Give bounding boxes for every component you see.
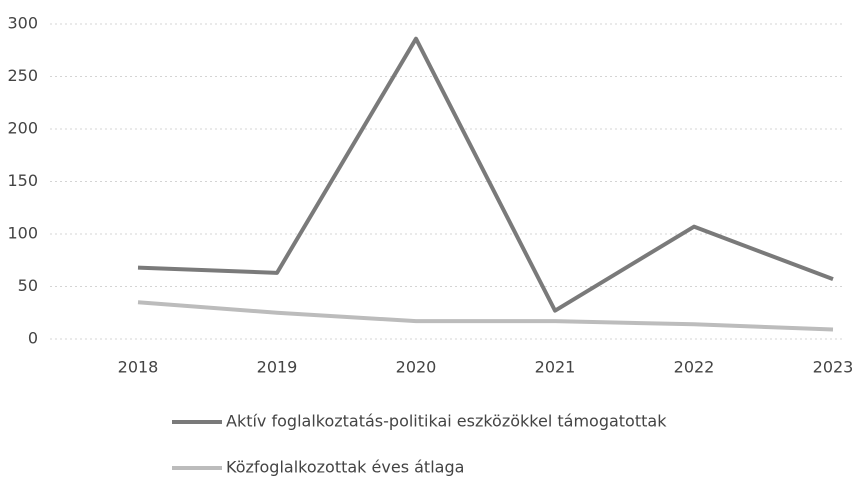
x-tick-label: 2020 <box>396 358 437 377</box>
x-tick-label: 2018 <box>118 358 159 377</box>
x-tick-label: 2019 <box>257 358 298 377</box>
y-tick-label: 150 <box>7 171 38 190</box>
x-tick-label: 2021 <box>535 358 576 377</box>
series-line <box>137 36 834 313</box>
legend-label: Közfoglalkozottak éves átlaga <box>226 458 464 477</box>
y-tick-label: 250 <box>7 66 38 85</box>
x-tick-label: 2022 <box>674 358 715 377</box>
y-tick-label: 100 <box>7 224 38 243</box>
y-tick-label: 0 <box>28 329 38 348</box>
y-tick-label: 200 <box>7 119 38 138</box>
x-tick-label: 2023 <box>813 358 854 377</box>
y-tick-label: 300 <box>7 14 38 33</box>
series-line <box>137 300 834 332</box>
y-tick-label: 50 <box>18 276 38 295</box>
legend-label: Aktív foglalkoztatás-politikai eszközökk… <box>226 412 667 431</box>
